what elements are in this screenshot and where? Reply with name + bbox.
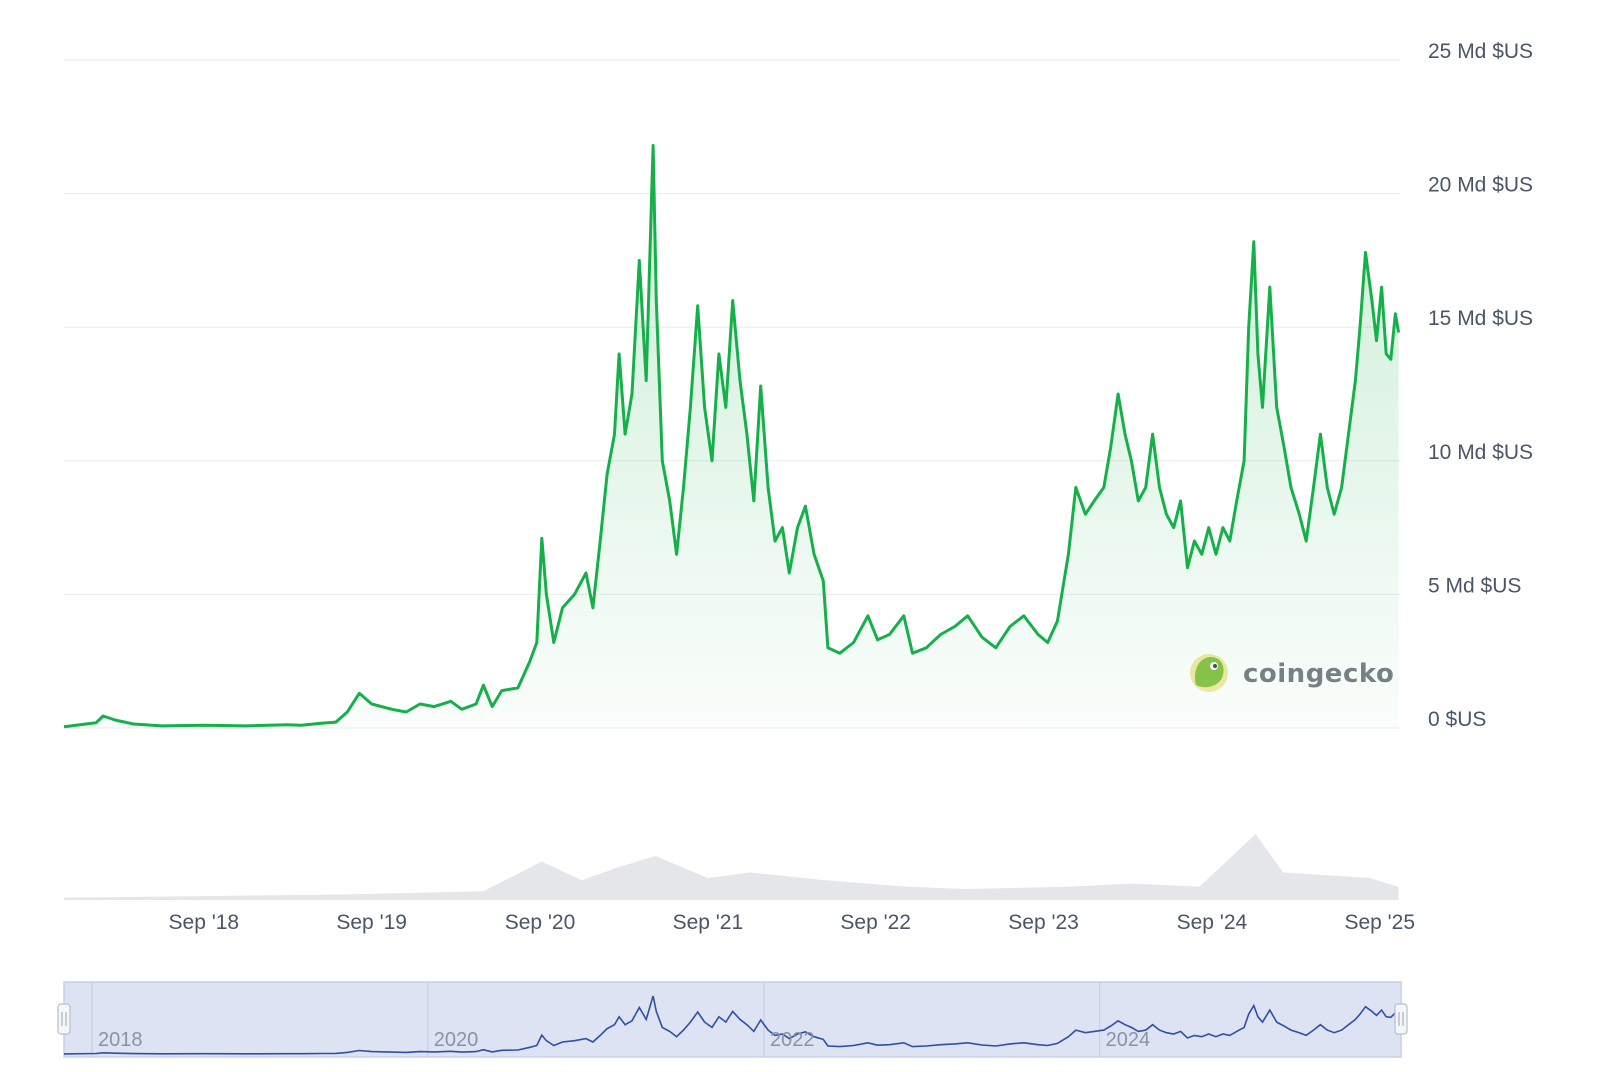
navigator-year-label: 2018 xyxy=(98,1029,143,1051)
range-navigator[interactable]: 2018 2020 2022 2024 xyxy=(57,981,1408,1058)
x-tick-label: Sep '25 xyxy=(1344,911,1415,934)
x-tick-label: Sep '22 xyxy=(840,911,911,934)
y-tick-label: 25 Md $US xyxy=(1428,40,1533,63)
navigator-line xyxy=(63,995,1399,1055)
x-axis-labels: Sep '18 Sep '19 Sep '20 Sep '21 Sep '22 Sep '… xyxy=(169,911,1416,934)
y-tick-label: 20 Md $US xyxy=(1428,174,1533,197)
y-axis-labels: 0 $US 5 Md $US 10 Md $US 15 Md $US 20 Md $US… xyxy=(1428,40,1533,731)
navigator-year-label: 2024 xyxy=(1106,1029,1151,1051)
y-tick-label: 5 Md $US xyxy=(1428,574,1521,597)
navigator-year-lines xyxy=(91,982,1101,1057)
volume-bars xyxy=(64,834,1399,900)
market-cap-line[interactable] xyxy=(63,144,1401,729)
x-tick-label: Sep '23 xyxy=(1008,911,1079,934)
navigator-year-label: 2022 xyxy=(770,1029,815,1051)
x-tick-label: Sep '20 xyxy=(505,911,576,934)
navigator-year-label: 2020 xyxy=(434,1029,479,1051)
navigator-selection[interactable] xyxy=(63,981,1402,1058)
y-tick-label: 15 Md $US xyxy=(1428,307,1533,330)
x-tick-label: Sep '18 xyxy=(169,911,240,934)
x-tick-label: Sep '24 xyxy=(1177,911,1248,934)
navigator-left-handle[interactable] xyxy=(57,1003,71,1035)
navigator-year-labels: 2018 2020 2022 2024 xyxy=(98,1029,1150,1051)
x-tick-label: Sep '19 xyxy=(336,911,407,934)
navigator-right-handle[interactable] xyxy=(1394,1003,1408,1035)
market-cap-area-fill xyxy=(64,145,1399,728)
y-tick-label: 0 $US xyxy=(1428,708,1486,731)
y-tick-label: 10 Md $US xyxy=(1428,441,1533,464)
x-tick-label: Sep '21 xyxy=(673,911,744,934)
